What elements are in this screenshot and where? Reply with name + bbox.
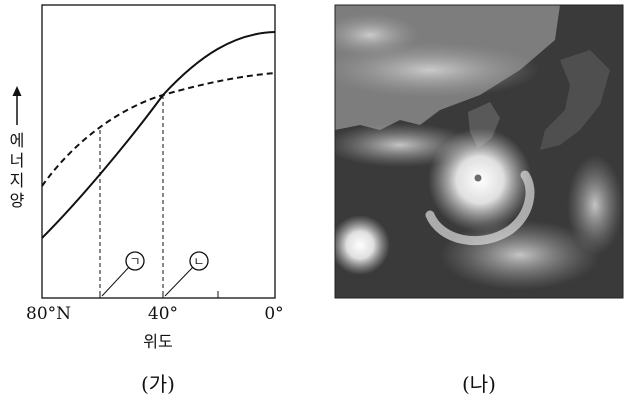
y-label-char-1: 에 xyxy=(10,131,25,150)
y-axis-label: 에 너 지 양 xyxy=(10,86,25,210)
satellite-image: (나) xyxy=(334,4,624,396)
energy-latitude-graph: ㄱ ㄴ 에 너 지 양 80°N 40° 0° 위도 (가) xyxy=(10,4,284,396)
up-arrow-icon xyxy=(12,86,22,96)
marker-a: ㄱ xyxy=(125,251,145,271)
dashed-energy-curve xyxy=(41,72,276,187)
y-label-char-4: 양 xyxy=(10,191,25,210)
islands-land xyxy=(540,50,610,150)
y-label-char-3: 지 xyxy=(10,171,25,190)
typhoon-secondary xyxy=(335,215,390,275)
cloud-band-northwest xyxy=(335,13,420,57)
x-tick-label-80N: 80°N xyxy=(26,304,71,324)
typhoon-eye xyxy=(474,174,482,182)
cloud-band-north xyxy=(335,42,540,98)
marker-a-label: ㄱ xyxy=(129,255,140,269)
cloud-east xyxy=(567,155,623,255)
caption-ga: (가) xyxy=(141,372,175,396)
satellite-frame xyxy=(334,4,624,299)
plot-frame xyxy=(41,4,276,299)
x-tick-label-40: 40° xyxy=(148,304,178,324)
marker-b-circle xyxy=(189,251,209,271)
caption-na: (나) xyxy=(462,372,496,396)
solid-energy-curve xyxy=(41,31,276,239)
marker-b-label: ㄴ xyxy=(193,255,204,269)
leader-line-b xyxy=(164,265,195,297)
x-axis-title: 위도 xyxy=(143,332,172,351)
y-label-char-2: 너 xyxy=(10,151,25,170)
x-tick-label-0: 0° xyxy=(264,304,283,324)
leader-line-a xyxy=(101,265,131,297)
typhoon-spiral-arm xyxy=(425,170,535,246)
marker-b: ㄴ xyxy=(189,251,209,271)
marker-a-circle xyxy=(125,251,145,271)
